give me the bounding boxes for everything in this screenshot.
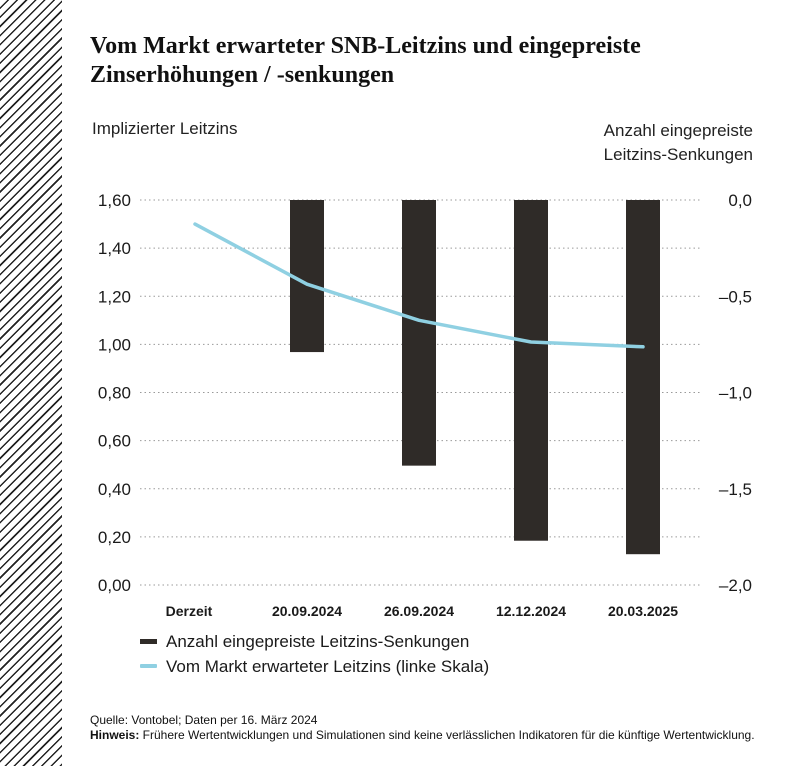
x-tick-label: 20.03.2025 [608, 603, 678, 619]
note-text: Frühere Wertentwicklungen und Simulation… [139, 728, 755, 742]
y-axis-right-label-line2: Leitzins-Senkungen [603, 145, 753, 164]
y-axis-right-label: Anzahl eingepreiste Leitzins-Senkungen [493, 119, 753, 167]
hatched-border [0, 0, 62, 766]
y-left-tick-label: 0,40 [98, 480, 131, 499]
y-left-tick-label: 0,80 [98, 384, 131, 403]
legend-label: Vom Markt erwarteter Leitzins (linke Ska… [166, 657, 489, 676]
bar [514, 200, 548, 541]
rate-line [193, 222, 645, 349]
y-left-tick-label: 0,00 [98, 576, 131, 595]
y-left-tick-label: 1,20 [98, 287, 131, 306]
x-tick-label: 12.12.2024 [496, 603, 566, 619]
legend-swatch-line [140, 664, 157, 668]
y-right-tick-label: –0,5 [719, 287, 752, 306]
bar [290, 200, 324, 353]
x-tick-label: 26.09.2024 [384, 603, 454, 619]
y-left-tick-label: 0,20 [98, 528, 131, 547]
legend-label: Anzahl eingepreiste Leitzins-Senkungen [166, 632, 469, 651]
legend-swatch-bars [140, 639, 157, 644]
y-left-tick-label: 0,60 [98, 432, 131, 451]
y-right-tick-label: 0,0 [728, 191, 752, 210]
y-right-tick-label: –1,5 [719, 480, 752, 499]
source-line: Quelle: Vontobel; Daten per 16. März 202… [90, 713, 318, 727]
bar [626, 200, 660, 555]
x-tick-label: Derzeit [166, 603, 213, 619]
x-tick-label: 20.09.2024 [272, 603, 342, 619]
y-axis-right-label-line1: Anzahl eingepreiste [603, 121, 753, 140]
chart-title: Vom Markt erwarteter SNB-Leitzins und ei… [90, 33, 641, 88]
y-right-tick-label: –1,0 [719, 384, 752, 403]
y-left-tick-label: 1,60 [98, 191, 131, 210]
note-label: Hinweis: [90, 728, 140, 742]
y-axis-left-label: Implizierter Leitzins [92, 119, 238, 138]
y-right-tick-label: –2,0 [719, 576, 752, 595]
y-left-tick-label: 1,00 [98, 335, 131, 354]
note-line: Hinweis: Frühere Wertentwicklungen und S… [90, 728, 755, 743]
y-left-tick-label: 1,40 [98, 239, 131, 258]
bar [402, 200, 436, 466]
chart-footer: Quelle: Vontobel; Daten per 16. März 202… [90, 713, 755, 743]
